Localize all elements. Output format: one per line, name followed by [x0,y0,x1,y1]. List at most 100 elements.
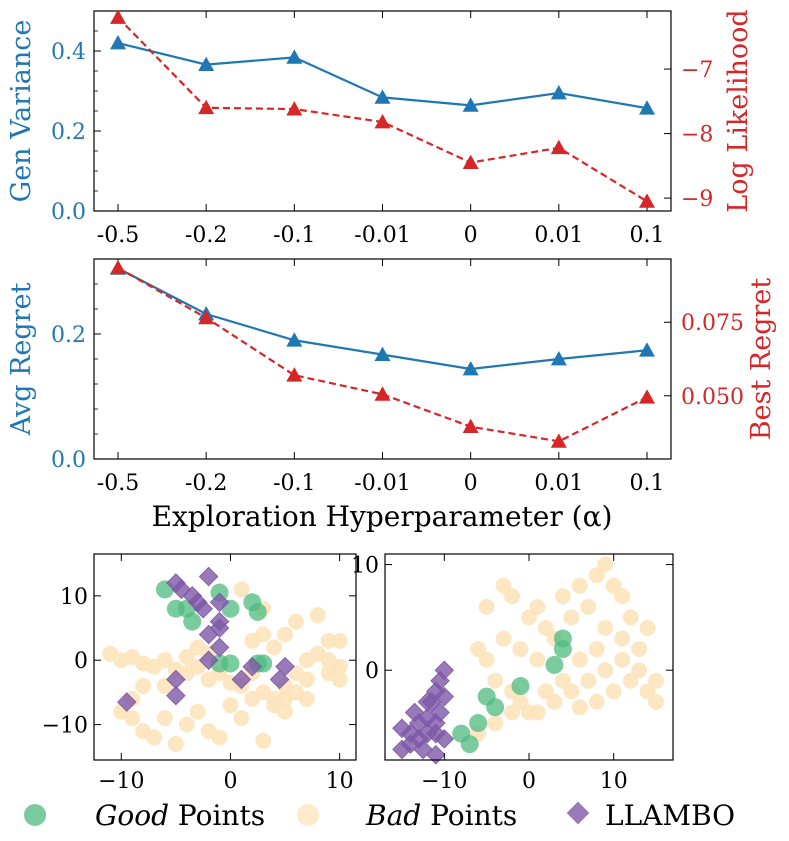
legend-bad-label: Bad Points [365,799,517,832]
bad-point [597,556,614,573]
bad-point [537,683,554,700]
y-tick-label: 10 [351,554,379,579]
bad-point [529,598,546,615]
bad-point [563,609,580,626]
bad-point [331,671,348,688]
legend-good-label: Good Points [95,799,265,832]
y-tick-label: 10 [60,585,88,610]
bad-point [244,690,261,707]
bad-point [622,672,639,689]
x-tick-label: -0.1 [273,223,315,248]
bad-point [189,639,206,656]
good-point [469,714,488,733]
marker-gen-variance [639,100,655,115]
good-point [545,655,564,674]
good-point [183,612,202,631]
scatter-left-frame [93,553,357,761]
x-tick-label: −10 [421,769,467,794]
x-tick-label: 0.1 [630,223,665,248]
x-tick-label: -0.01 [354,223,410,248]
marker-avg-regret [374,346,391,362]
bad-point [189,703,206,720]
bad-point [298,690,315,707]
y-tick-label: 0.2 [51,323,86,348]
llambo-point [434,729,455,749]
y-tick-label: 0.0 [51,448,86,473]
marker-best-regret [550,433,567,448]
bad-point [504,704,521,721]
series-line-log-likelihood [117,16,648,203]
bad-point [571,651,588,668]
bad-point [266,639,283,656]
llambo-point [269,669,290,690]
bad-point [156,652,173,669]
bad-point [146,729,163,746]
bad-point [487,672,504,689]
llambo-point [417,692,438,712]
bad-point [605,683,622,700]
bad-point [639,619,656,636]
bad-point [178,649,195,665]
gen-variance-panel: -0.5 -0.2 -0.1 -0.01 0 0.01 0.1 0.0 0.2 0.4 −9 −8 −7… [6,9,754,248]
llambo-point [166,669,186,690]
bad-point [298,671,315,688]
good-point [511,677,530,696]
good-point [477,687,496,706]
llambo-point [116,692,137,712]
regret-panel: -0.5 -0.2 -0.1 -0.01 0 0.01 0.1 0.0 0.2 0.050 0.07… [6,258,777,533]
x-tick-label: -0.2 [185,223,227,248]
y2-tick-label: −8 [681,123,713,148]
llambo-point [193,598,213,619]
bad-point [277,626,294,643]
marker-gen-variance [462,97,479,112]
llambo-point [404,702,425,723]
x-tick-label: -0.2 [185,471,227,496]
x-tick-label: 0 [223,769,237,794]
llambo-point [392,739,412,760]
x-tick-label: −10 [98,769,144,794]
bad-point [580,672,597,689]
panel2-xlabel: Exploration Hyperparameter (α) [152,500,613,533]
bad-point [178,716,195,733]
bad-point [571,577,588,594]
bad-point [244,632,261,649]
y-tick-label: −10 [42,714,88,739]
bad-point [554,672,571,689]
marker-avg-regret [286,332,303,347]
bad-point [470,641,487,658]
marker-best-regret [286,367,303,382]
bad-point [614,588,631,605]
y2-tick-label: 0.075 [681,311,744,336]
legend: Good Points Bad Points LLAMBO [24,799,735,832]
good-point [460,735,479,754]
marker-log-likelihood [550,139,567,155]
bad-point [529,651,546,668]
bad-point [156,710,173,727]
bad-point [211,729,228,746]
marker-avg-regret [550,351,567,366]
bad-point [233,710,250,727]
bad-point [554,588,571,605]
bad-point [597,662,614,679]
marker-best-regret [198,309,215,325]
bad-point [512,641,529,658]
good-point [553,640,572,659]
x-tick-label: -0.5 [97,471,139,496]
marker-best-regret [462,418,479,434]
x-tick-label: 10 [326,769,354,794]
x-tick-label: 0.01 [534,471,583,496]
bad-point [478,598,495,615]
y-tick-label: 0.0 [51,200,86,225]
llambo-point [198,566,219,587]
x-tick-label: 0 [464,223,478,248]
panel1-y2label: Log Likelihood [723,9,754,212]
llambo-point [198,650,219,670]
llambo-point [426,744,446,765]
panel2-y2label: Best Regret [746,278,777,441]
llambo-point [426,713,446,733]
bad-point [614,630,631,647]
marker-best-regret [110,259,126,275]
bad-point [277,690,294,707]
llambo-point [209,611,230,632]
